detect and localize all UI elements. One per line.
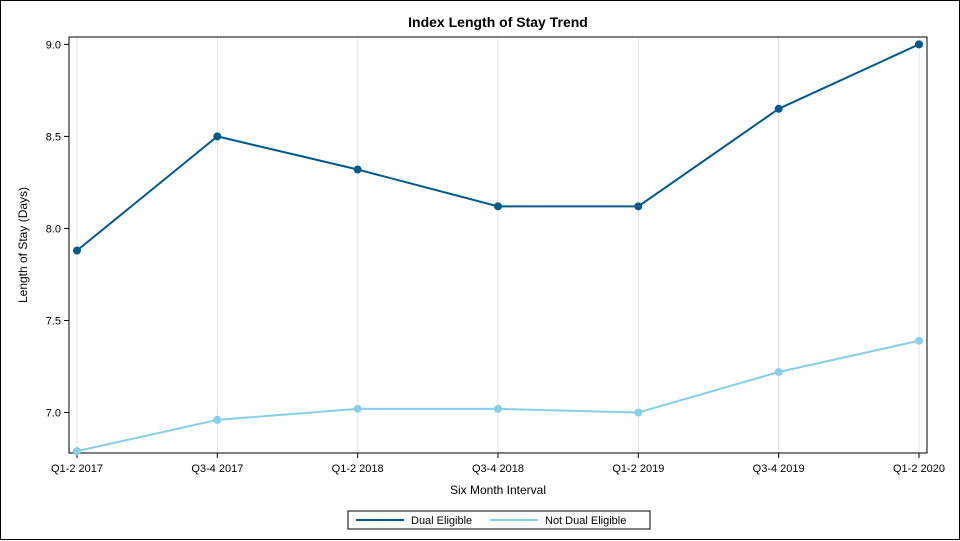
vertical-gridlines xyxy=(76,37,920,453)
y-tick-label: 7.5 xyxy=(46,315,61,327)
data-point xyxy=(494,202,502,211)
x-tick-label: Q1-2 2019 xyxy=(612,463,664,475)
x-tick-label: Q1-2 2018 xyxy=(332,463,384,475)
data-point xyxy=(494,404,502,413)
legend-label: Dual Eligible xyxy=(411,515,472,527)
y-tick-label: 8.0 xyxy=(46,223,61,235)
x-axis: Q1-2 2017 Q3-4 2017 Q1-2 2018 Q3-4 2018 Q1-2… xyxy=(51,453,945,475)
series-layer xyxy=(73,40,923,456)
data-point xyxy=(353,165,362,174)
legend-label: Not Dual Eligible xyxy=(545,515,626,527)
x-tick-label: Q1-2 2017 xyxy=(51,463,103,475)
data-point xyxy=(915,40,923,49)
data-point xyxy=(73,447,81,456)
y-axis-title: Length of Stay (Days) xyxy=(16,187,30,303)
y-tick-label: 7.0 xyxy=(46,408,61,420)
x-tick-label: Q3-4 2017 xyxy=(191,463,243,475)
data-point xyxy=(634,408,643,417)
data-point xyxy=(774,104,783,113)
x-tick-label: Q3-4 2018 xyxy=(472,463,524,475)
y-tick-label: 8.5 xyxy=(46,131,61,143)
data-point xyxy=(353,404,362,413)
data-point xyxy=(634,202,643,211)
data-point xyxy=(213,415,222,424)
legend: Dual Eligible Not Dual Eligible xyxy=(347,510,651,530)
x-tick-label: Q3-4 2019 xyxy=(753,463,805,475)
x-tick-label: Q1-2 2020 xyxy=(893,463,945,475)
x-axis-title: Six Month Interval xyxy=(450,483,546,497)
data-point xyxy=(915,336,923,345)
data-point xyxy=(73,246,81,255)
y-axis: 7.0 7.5 8.0 8.5 9.0 xyxy=(46,39,69,420)
data-point xyxy=(213,132,222,141)
data-point xyxy=(774,368,783,377)
chart-title: Index Length of Stay Trend xyxy=(408,14,588,30)
y-tick-label: 9.0 xyxy=(46,39,61,51)
